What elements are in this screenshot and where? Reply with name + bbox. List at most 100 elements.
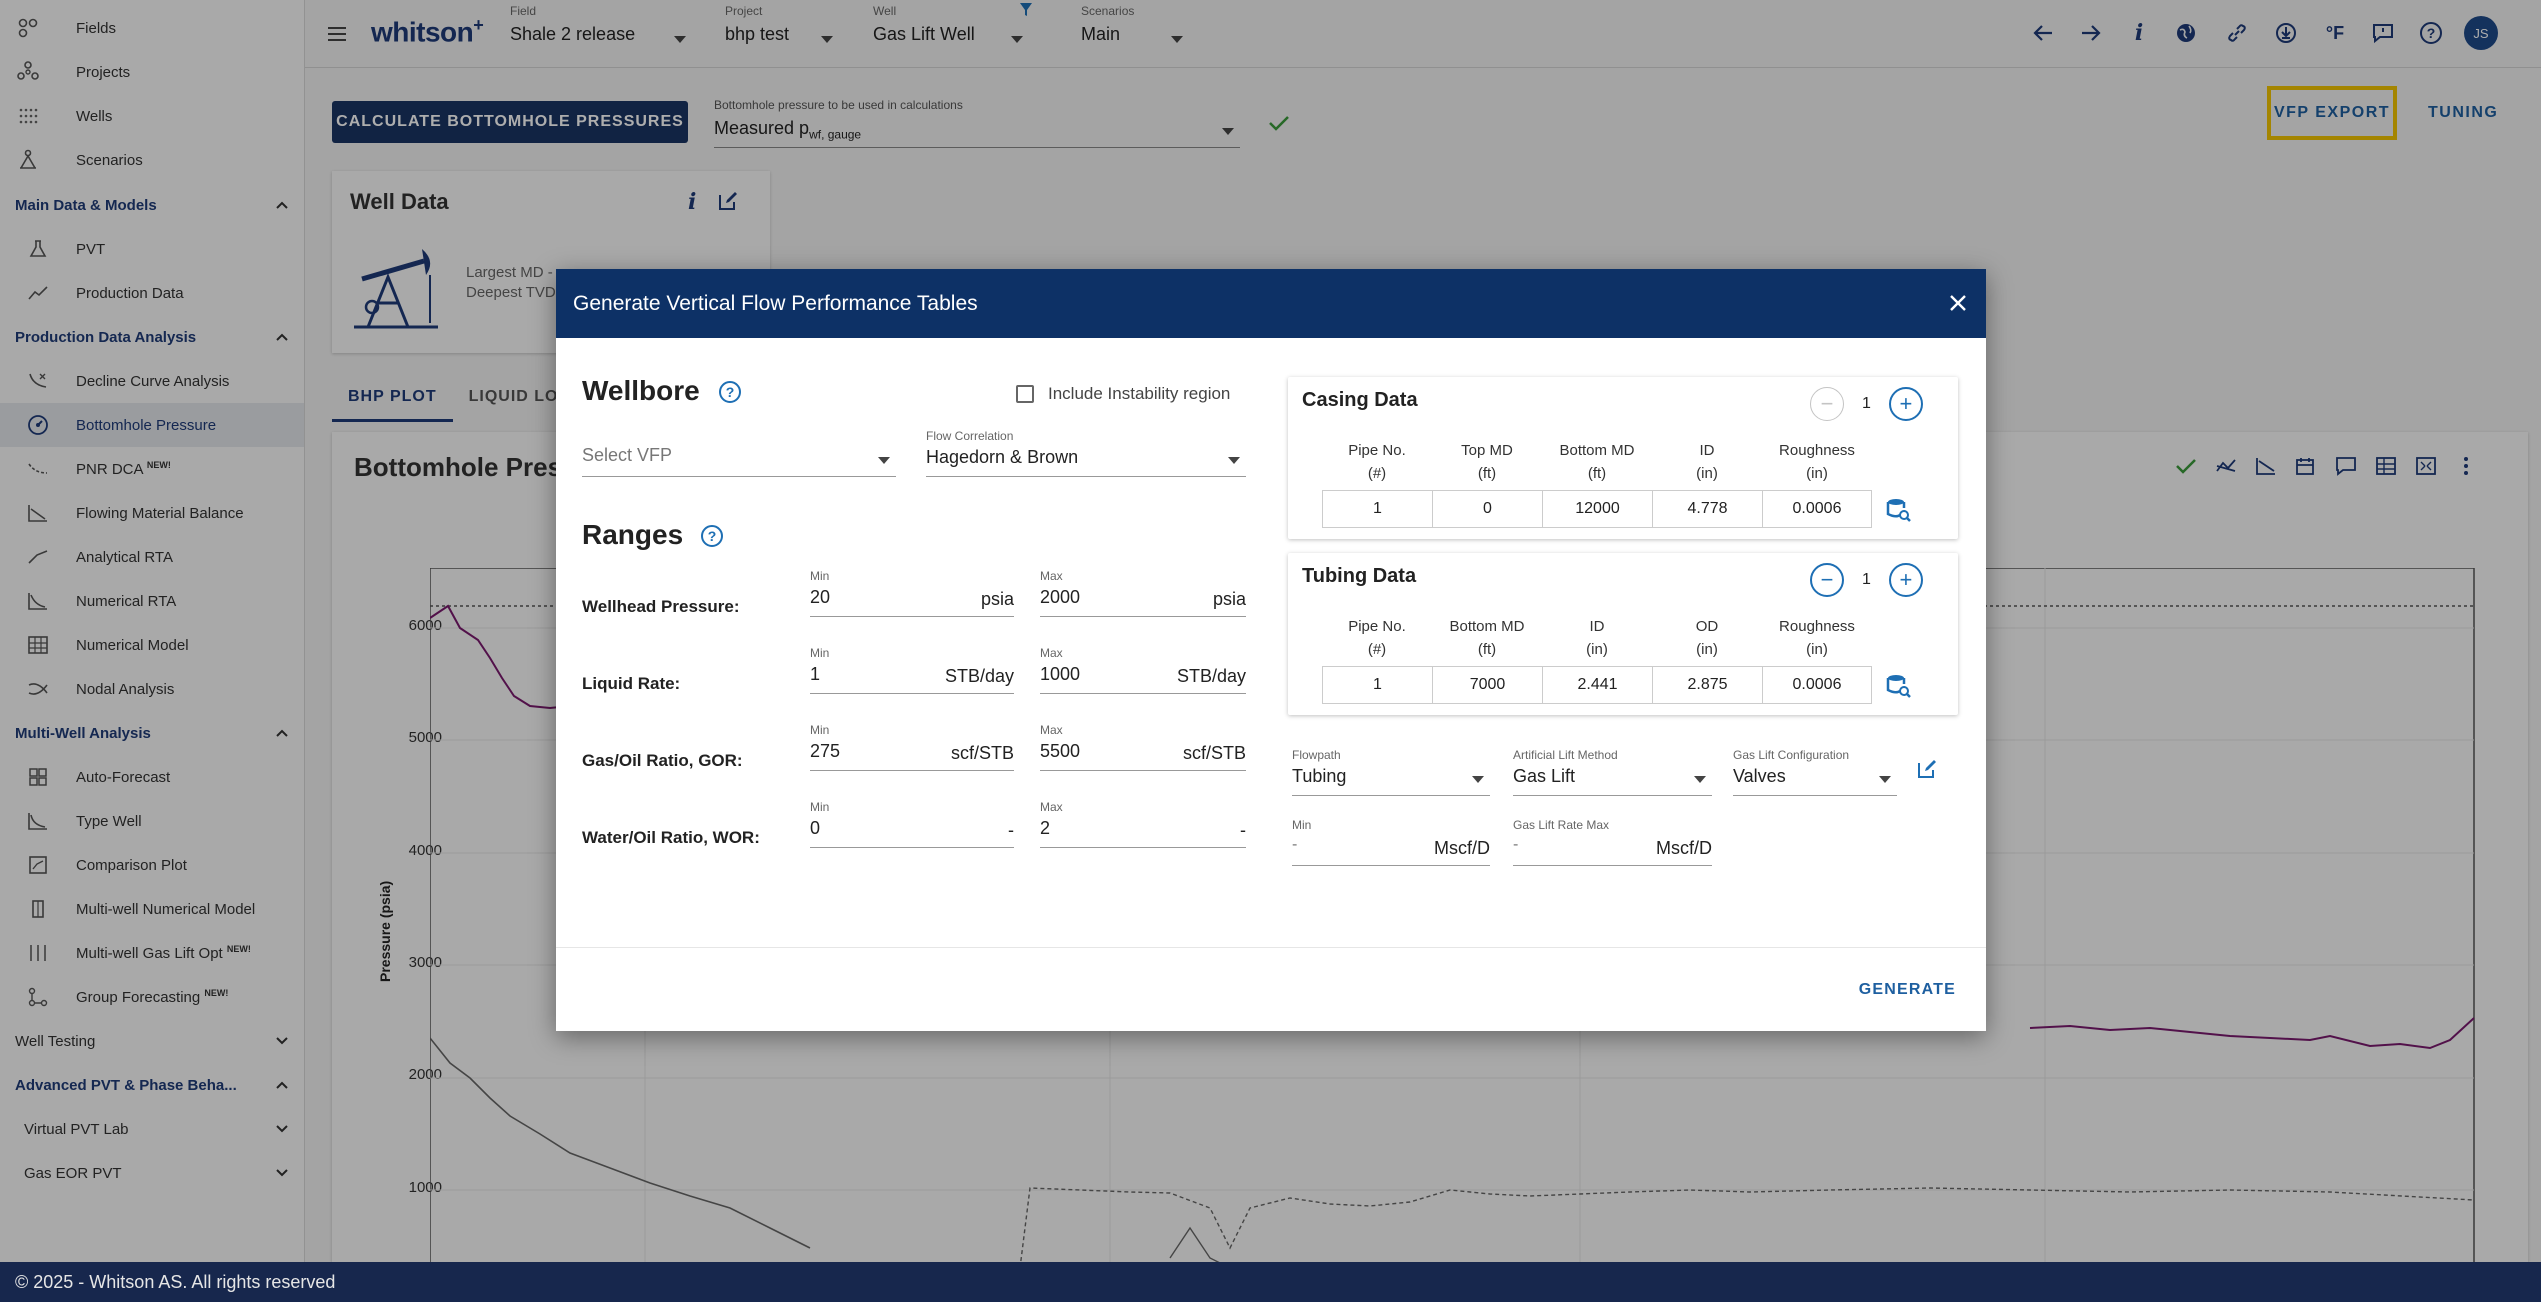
trend-chart-icon[interactable]	[2252, 452, 2280, 480]
generate-button[interactable]: GENERATE	[1858, 981, 1956, 998]
wor-min[interactable]: Min 0 -	[810, 800, 1014, 848]
forward-arrow-icon[interactable]	[2076, 18, 2106, 48]
feedback-icon[interactable]	[2368, 18, 2398, 48]
link-icon[interactable]	[2222, 18, 2252, 48]
sidebar-item-nodal-analysis[interactable]: Nodal Analysis	[0, 667, 304, 711]
fullscreen-icon[interactable]	[2412, 452, 2440, 480]
vfp-export-button[interactable]: VFP EXPORT	[2267, 86, 2397, 140]
sidebar-item-numerical-rta[interactable]: Numerical RTA	[0, 579, 304, 623]
sidebar-section-main-data[interactable]: Main Data & Models	[0, 183, 304, 227]
liquid-rate-min[interactable]: Min 1 STB/day	[810, 646, 1014, 694]
table-cell[interactable]: 12000	[1542, 490, 1653, 528]
wellhead-pressure-min[interactable]: Min 20 psia	[810, 569, 1014, 617]
curves-icon[interactable]	[2212, 452, 2240, 480]
table-cell[interactable]: 2.875	[1652, 666, 1763, 704]
min-value: 0	[810, 818, 821, 838]
avatar[interactable]: JS	[2464, 16, 2498, 50]
comment-icon[interactable]	[2332, 452, 2360, 480]
sidebar-item-numerical-model[interactable]: Numerical Model	[0, 623, 304, 667]
tuning-button[interactable]: TUNING	[2428, 104, 2499, 121]
sidebar-item-group-forecasting[interactable]: Group Forecasting NEW!	[0, 975, 304, 1019]
sidebar-item-gas-eor-pvt[interactable]: Gas EOR PVT	[0, 1151, 304, 1195]
help-icon[interactable]: ?	[2416, 18, 2446, 48]
sidebar-item-multi-well-numerical[interactable]: Multi-well Numerical Model	[0, 887, 304, 931]
sidebar-item-bottomhole-pressure[interactable]: Bottomhole Pressure	[0, 403, 304, 447]
sidebar-item-scenarios[interactable]: Scenarios	[0, 138, 304, 182]
edit-icon[interactable]	[1915, 757, 1941, 783]
database-search-icon[interactable]	[1886, 497, 1912, 523]
globe-icon[interactable]	[2171, 18, 2201, 48]
table-cell[interactable]: 0.0006	[1762, 490, 1872, 528]
wor-max[interactable]: Max 2 -	[1040, 800, 1246, 848]
sidebar-item-projects[interactable]: Projects	[0, 50, 304, 94]
table-cell[interactable]: 7000	[1432, 666, 1543, 704]
help-icon[interactable]: ?	[719, 381, 741, 403]
calendar-add-icon[interactable]	[2292, 452, 2320, 480]
sidebar-item-auto-forecast[interactable]: Auto-Forecast	[0, 755, 304, 799]
sidebar-item-analytical-rta[interactable]: Analytical RTA	[0, 535, 304, 579]
gas-lift-config-select[interactable]: Gas Lift Configuration Valves	[1733, 748, 1897, 796]
artificial-lift-select[interactable]: Artificial Lift Method Gas Lift	[1513, 748, 1712, 796]
sidebar-item-gas-lift-opt[interactable]: Multi-well Gas Lift Opt NEW!	[0, 931, 304, 975]
plus-icon[interactable]: +	[1888, 387, 1923, 421]
gauge-icon	[26, 413, 50, 437]
back-arrow-icon[interactable]	[2028, 18, 2058, 48]
sidebar-item-decline-curve[interactable]: Decline Curve Analysis	[0, 359, 304, 403]
database-search-icon[interactable]	[1886, 673, 1912, 699]
minus-icon[interactable]: −	[1810, 563, 1844, 597]
download-icon[interactable]	[2271, 18, 2301, 48]
sidebar-item-flowing-material-balance[interactable]: Flowing Material Balance	[0, 491, 304, 535]
sidebar-section-multi-well[interactable]: Multi-Well Analysis	[0, 711, 304, 755]
gor-min[interactable]: Min 275 scf/STB	[810, 723, 1014, 771]
table-icon[interactable]	[2372, 452, 2400, 480]
liquid-rate-max[interactable]: Max 1000 STB/day	[1040, 646, 1246, 694]
sidebar-section-well-testing[interactable]: Well Testing	[0, 1019, 304, 1063]
gas-lift-rate-min[interactable]: Min - Mscf/D	[1292, 818, 1490, 866]
flow-correlation-select[interactable]: Flow Correlation Hagedorn & Brown	[926, 429, 1246, 477]
table-cell[interactable]: 1	[1322, 666, 1433, 704]
filter-icon[interactable]	[1019, 2, 1033, 23]
sidebar-item-comparison-plot[interactable]: Comparison Plot	[0, 843, 304, 887]
select-vfp-dropdown[interactable]: Select VFP	[582, 441, 896, 477]
sidebar-item-pvt[interactable]: PVT	[0, 227, 304, 271]
sidebar-item-wells[interactable]: Wells	[0, 94, 304, 138]
flowpath-select[interactable]: Flowpath Tubing	[1292, 748, 1490, 796]
menu-icon[interactable]	[325, 22, 349, 46]
edit-icon[interactable]	[716, 189, 740, 218]
sidebar-section-advanced-pvt[interactable]: Advanced PVT & Phase Beha...	[0, 1063, 304, 1107]
temperature-unit-toggle[interactable]: °F	[2325, 22, 2345, 43]
project-selector[interactable]: Project bhp test	[725, 4, 865, 45]
table-cell[interactable]: 4.778	[1652, 490, 1763, 528]
sidebar-item-production-data[interactable]: Production Data	[0, 271, 304, 315]
table-cell[interactable]: 0	[1432, 490, 1543, 528]
table-cell[interactable]: 0.0006	[1762, 666, 1872, 704]
sidebar-item-pnr-dca[interactable]: PNR DCA NEW!	[0, 447, 304, 491]
gas-lift-icon	[26, 941, 50, 965]
sidebar-item-type-well[interactable]: Type Well	[0, 799, 304, 843]
plus-icon[interactable]: +	[1888, 563, 1923, 597]
sidebar-section-production-analysis[interactable]: Production Data Analysis	[0, 315, 304, 359]
info-icon[interactable]: i	[2134, 20, 2144, 46]
tab-liquid-loading[interactable]: LIQUID LOA	[468, 388, 572, 405]
well-selector[interactable]: Well Gas Lift Well	[873, 4, 1033, 45]
field-selector[interactable]: Field Shale 2 release	[510, 4, 690, 45]
check-icon[interactable]	[2172, 452, 2200, 480]
table-cell[interactable]: 1	[1322, 490, 1433, 528]
gor-max[interactable]: Max 5500 scf/STB	[1040, 723, 1246, 771]
scenarios-selector[interactable]: Scenarios Main	[1081, 4, 1201, 45]
dropdown-arrow-icon	[1222, 128, 1234, 135]
wellhead-pressure-max[interactable]: Max 2000 psia	[1040, 569, 1246, 617]
gas-lift-rate-max[interactable]: Gas Lift Rate Max - Mscf/D	[1513, 818, 1712, 866]
more-vert-icon[interactable]	[2452, 452, 2480, 480]
close-icon[interactable]	[1948, 291, 1968, 317]
bhp-source-select[interactable]: Bottomhole pressure to be used in calcul…	[714, 98, 1240, 148]
table-cell[interactable]: 2.441	[1542, 666, 1653, 704]
help-icon[interactable]: ?	[701, 525, 723, 547]
calculate-bhp-button[interactable]: CALCULATE BOTTOMHOLE PRESSURES	[332, 101, 688, 143]
info-icon[interactable]: i	[688, 189, 697, 215]
minus-icon[interactable]: −	[1810, 387, 1844, 421]
include-instability-checkbox[interactable]: Include Instability region	[1016, 384, 1230, 404]
sidebar-item-virtual-pvt-lab[interactable]: Virtual PVT Lab	[0, 1107, 304, 1151]
sidebar-item-fields[interactable]: Fields	[0, 6, 304, 50]
tab-bhp-plot[interactable]: BHP PLOT	[332, 378, 453, 422]
